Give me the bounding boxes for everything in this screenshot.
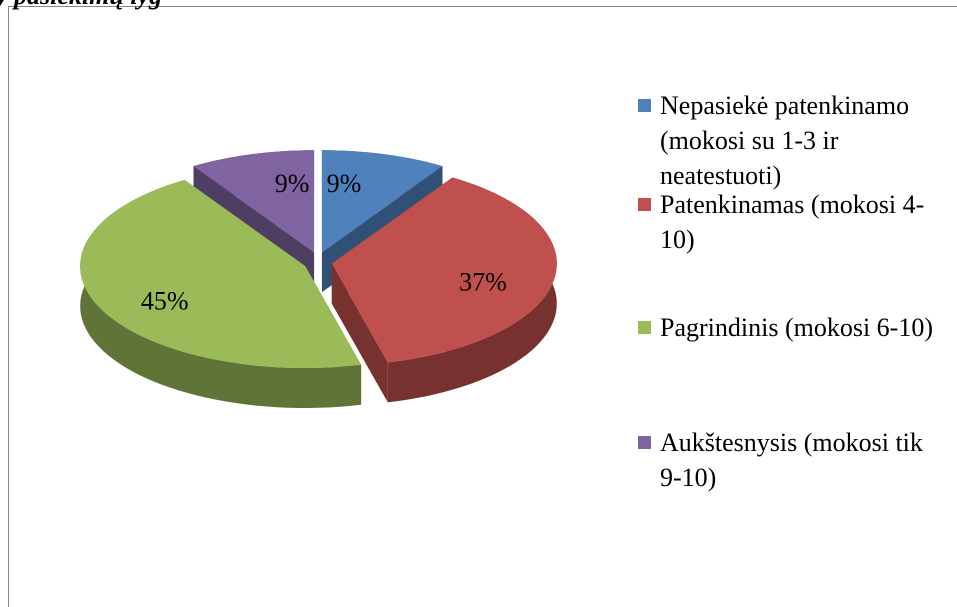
legend-swatch <box>638 321 651 334</box>
legend-label: Nepasiekė patenkinamo (mokosi su 1-3 ir … <box>660 91 910 190</box>
legend-swatch <box>638 198 651 211</box>
chart: y pasiekimų lyg 9% 37% 45% 9% <box>0 0 557 408</box>
slice-top <box>80 179 362 368</box>
legend-swatch <box>638 436 651 449</box>
pie-slice <box>80 179 362 408</box>
legend-label: Patenkinamas (mokosi 4-10) <box>660 190 925 254</box>
slice-rim <box>80 179 362 408</box>
data-label: 9% <box>275 169 310 198</box>
slice-top <box>193 150 315 253</box>
slice-top <box>321 150 443 253</box>
pie-slice <box>331 177 557 403</box>
data-label: 37% <box>459 267 507 296</box>
chart-title: y pasiekimų lyg <box>0 0 162 10</box>
legend-swatch <box>638 99 651 112</box>
data-label: 45% <box>141 287 189 316</box>
legend-label: Aukštesnysis (mokosi tik 9-10) <box>660 428 923 492</box>
slice-top <box>331 177 557 363</box>
slice-side <box>331 263 388 403</box>
data-label: 9% <box>327 169 362 198</box>
chart-frame <box>8 6 957 607</box>
legend-label: Pagrindinis (mokosi 6-10) <box>660 313 933 342</box>
